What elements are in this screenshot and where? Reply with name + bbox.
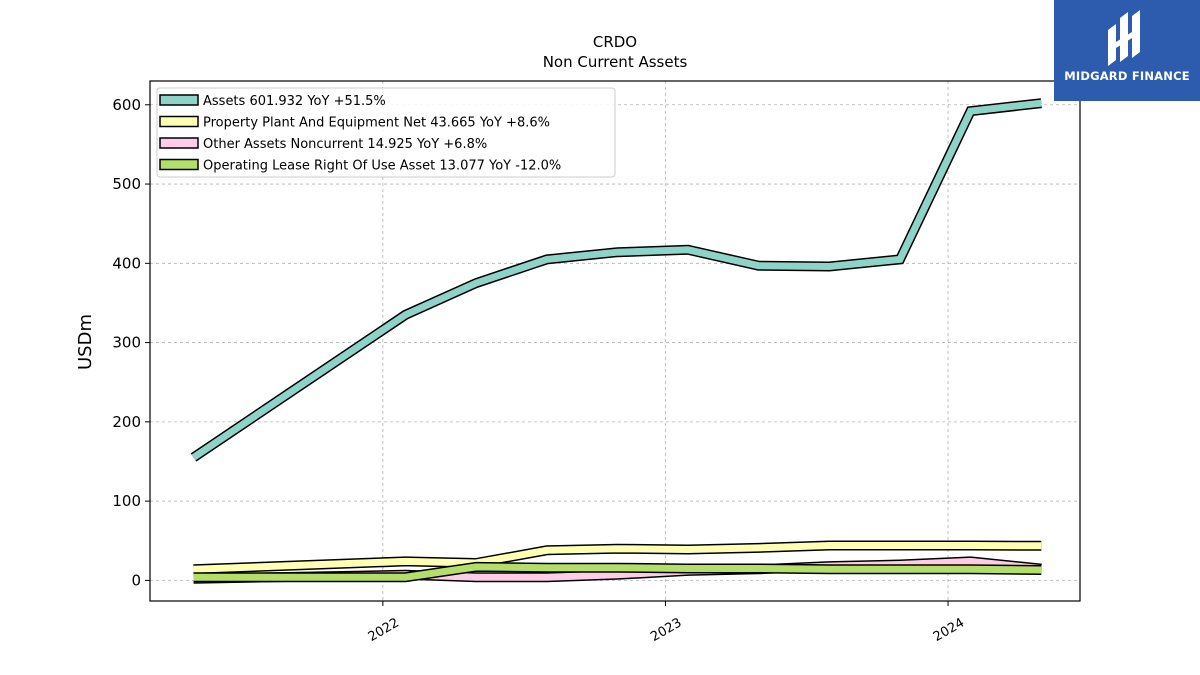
y-tick-label: 600 [112, 96, 141, 114]
x-tick-label: 2024 [931, 615, 967, 645]
chart-title: CRDO [593, 33, 637, 51]
legend-label-2: Property Plant And Equipment Net 43.665 … [203, 116, 550, 131]
y-tick-label: 500 [112, 175, 141, 193]
plot-frame [149, 80, 1081, 602]
y-tick-label: 0 [131, 571, 141, 589]
series-line-4 [193, 563, 1042, 581]
legend-label-3: Other Assets Noncurrent 14.925 YoY +6.8% [203, 137, 487, 152]
legend-swatch-3 [159, 137, 199, 149]
logo-text: MIDGARD FINANCE [1064, 69, 1190, 83]
y-axis-label: USDm [75, 314, 96, 370]
y-tick-label: 100 [112, 492, 141, 510]
legend-label-4: Operating Lease Right Of Use Asset 13.07… [203, 159, 561, 174]
series-line-1 [191, 99, 1042, 461]
midgard-finance-logo: MIDGARD FINANCE [1054, 0, 1200, 101]
y-tick-label: 300 [112, 334, 141, 352]
chart-subtitle: Non Current Assets [543, 53, 688, 71]
series-line-2 [193, 542, 1042, 573]
legend-box [156, 87, 616, 178]
legend-swatch-2 [159, 115, 199, 128]
x-tick-label: 2022 [366, 615, 402, 645]
series-lines [190, 98, 1042, 584]
legend-label-1: Assets 601.932 YoY +51.5% [203, 94, 386, 109]
legend: Assets 601.932 YoY +51.5% Property Plant … [156, 87, 616, 178]
legend-swatch-1 [159, 94, 199, 106]
midgard-logo-icon [1108, 10, 1140, 66]
x-tick-label: 2023 [648, 615, 684, 645]
legend-swatch-4 [159, 158, 199, 171]
y-tick-label: 400 [112, 254, 141, 272]
axes: 0 100 200 300 400 500 600 2022 2023 2024 [112, 96, 967, 645]
y-tick-label: 200 [112, 413, 141, 431]
